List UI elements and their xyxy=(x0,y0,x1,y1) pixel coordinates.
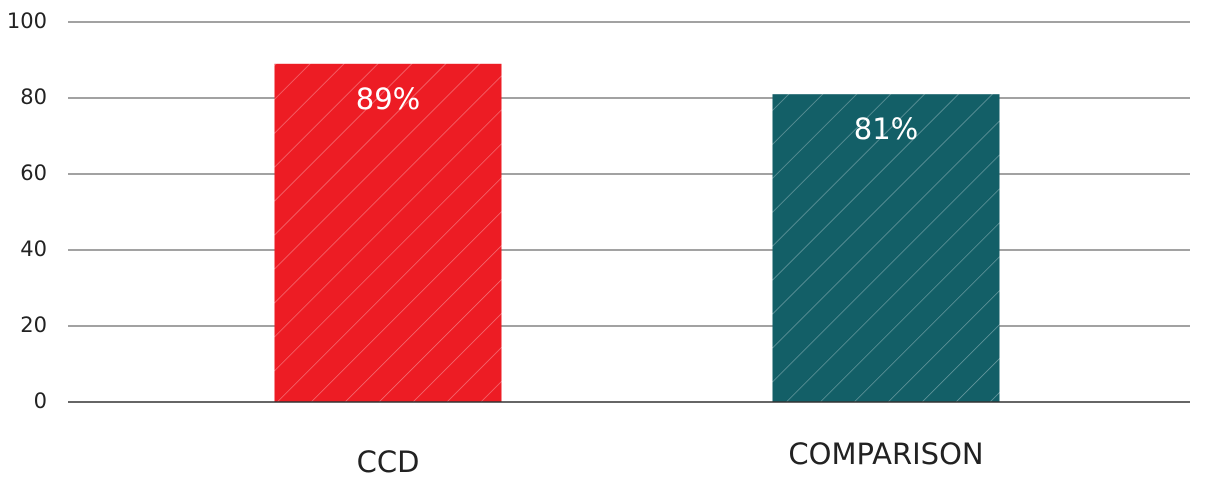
bar xyxy=(274,63,502,403)
y-tick-label: 60 xyxy=(20,161,47,185)
x-tick-label: CCD xyxy=(357,445,420,479)
y-tick-label: 40 xyxy=(20,237,47,261)
value-label: 81% xyxy=(854,112,918,146)
value-label: 89% xyxy=(356,82,420,116)
y-tick-label: 100 xyxy=(7,9,47,33)
bar xyxy=(772,94,1000,402)
y-tick-label: 20 xyxy=(20,313,47,337)
y-tick-label: 80 xyxy=(20,85,47,109)
x-tick-label: COMPARISON xyxy=(788,437,983,471)
y-tick-label: 0 xyxy=(34,389,47,413)
